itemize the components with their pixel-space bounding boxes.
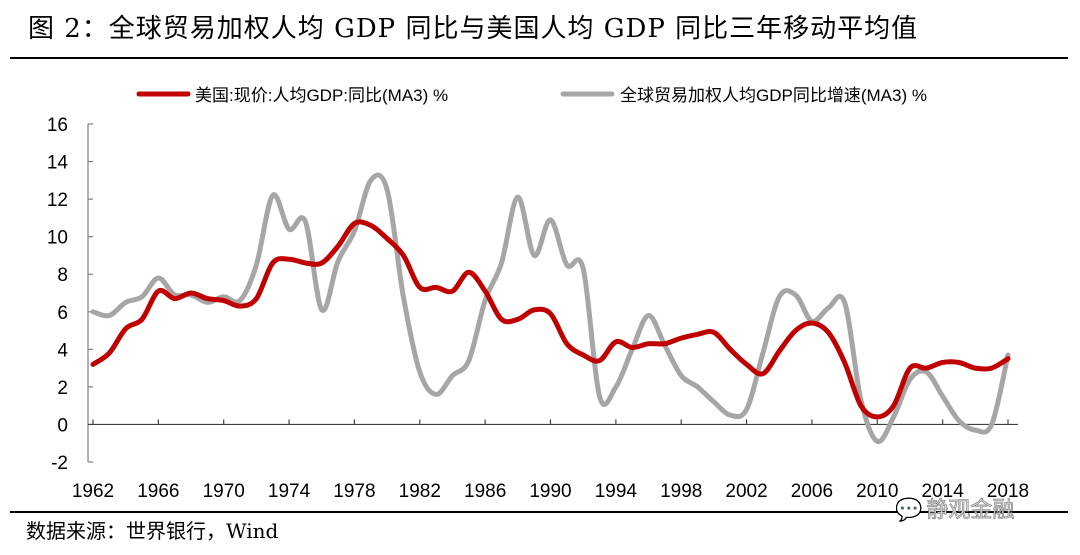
y-tick-label: 0 <box>57 415 68 436</box>
x-tick-label: 1974 <box>268 481 311 502</box>
x-tick-label: 2014 <box>922 481 965 502</box>
x-tick-label: 1990 <box>529 481 571 502</box>
y-tick-label: 10 <box>47 228 68 249</box>
x-tick-label: 2010 <box>856 481 898 502</box>
y-tick-label: 2 <box>57 378 68 399</box>
x-tick-label: 1994 <box>595 481 638 502</box>
watermark-text: 静观金融 <box>926 497 1015 523</box>
chart-title: 图 2：全球贸易加权人均 GDP 同比与美国人均 GDP 同比三年移动平均值 <box>28 14 919 44</box>
wechat-icon: 💬 <box>895 497 923 523</box>
watermark: 💬 静观金融 <box>895 492 1015 524</box>
y-tick-label: 12 <box>47 190 68 211</box>
x-tick-label: 1970 <box>203 481 245 502</box>
data-source: 数据来源：世界银行，Wind <box>26 519 279 543</box>
x-tick-label: 1978 <box>333 481 375 502</box>
y-tick-label: 14 <box>47 153 69 174</box>
y-tick-label: 16 <box>47 115 68 136</box>
x-tick-labels: 1962 1966 1970 1974 1978 1982 1986 1990 1994 1998… <box>72 481 1029 502</box>
series-group <box>90 172 1011 445</box>
axes <box>87 123 1018 463</box>
y-tick-labels: 16 14 12 10 8 6 4 2 0 -2 <box>47 115 69 474</box>
x-tick-label: 1982 <box>399 481 441 502</box>
legend-label-us: 美国:现价:人均GDP:同比(MA3) % <box>195 86 448 105</box>
y-tick-label: -2 <box>51 453 68 474</box>
x-tick-label: 1962 <box>72 481 114 502</box>
x-tick-label: 2006 <box>791 481 833 502</box>
top-rule <box>10 57 1068 59</box>
x-tick-label: 1998 <box>660 481 702 502</box>
y-tick-label: 8 <box>57 265 68 286</box>
y-tick-label: 6 <box>57 303 68 324</box>
x-tick-label: 2018 <box>987 481 1029 502</box>
y-tick-label: 4 <box>57 340 68 361</box>
series-line-us <box>90 219 1011 420</box>
series-line-global <box>90 172 1011 445</box>
chart: 美国:现价:人均GDP:同比(MA3) % 全球贸易加权人均GDP同比增速(MA… <box>47 86 1029 502</box>
x-tick-label: 2002 <box>725 481 767 502</box>
legend: 美国:现价:人均GDP:同比(MA3) % 全球贸易加权人均GDP同比增速(MA… <box>136 86 927 105</box>
bottom-rule <box>10 511 1068 513</box>
x-tick-label: 1986 <box>464 481 506 502</box>
x-tick-label: 1966 <box>137 481 179 502</box>
legend-label-global: 全球贸易加权人均GDP同比增速(MA3) % <box>620 86 927 105</box>
points-us <box>93 223 1008 417</box>
